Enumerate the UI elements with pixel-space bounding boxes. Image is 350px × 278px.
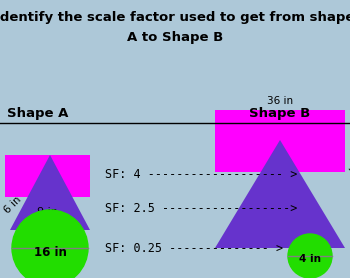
Circle shape (12, 210, 88, 278)
Bar (215, 110, 345, 172)
Text: A to Shape B: A to Shape B (127, 31, 223, 44)
Text: SF: 0.25 -------------- >: SF: 0.25 -------------- > (105, 242, 283, 254)
Text: 36 in: 36 in (267, 96, 293, 106)
Text: Shape B: Shape B (249, 107, 311, 120)
Text: 6 in: 6 in (2, 195, 23, 215)
Circle shape (288, 234, 332, 278)
Text: 9 in: 9 in (37, 207, 58, 217)
Text: 15 in: 15 in (346, 162, 350, 188)
Text: 4 in: 4 in (299, 254, 321, 264)
Text: Shape A: Shape A (7, 107, 69, 120)
Text: Identify the scale factor used to get from shape: Identify the scale factor used to get fr… (0, 11, 350, 24)
Polygon shape (215, 140, 345, 248)
Polygon shape (10, 155, 90, 230)
Text: SF: 2.5 ------------------>: SF: 2.5 ------------------> (105, 202, 298, 215)
Bar (5, 155, 90, 197)
Text: 16 in: 16 in (34, 245, 66, 259)
Text: SF: 4 ------------------- >: SF: 4 ------------------- > (105, 168, 298, 182)
